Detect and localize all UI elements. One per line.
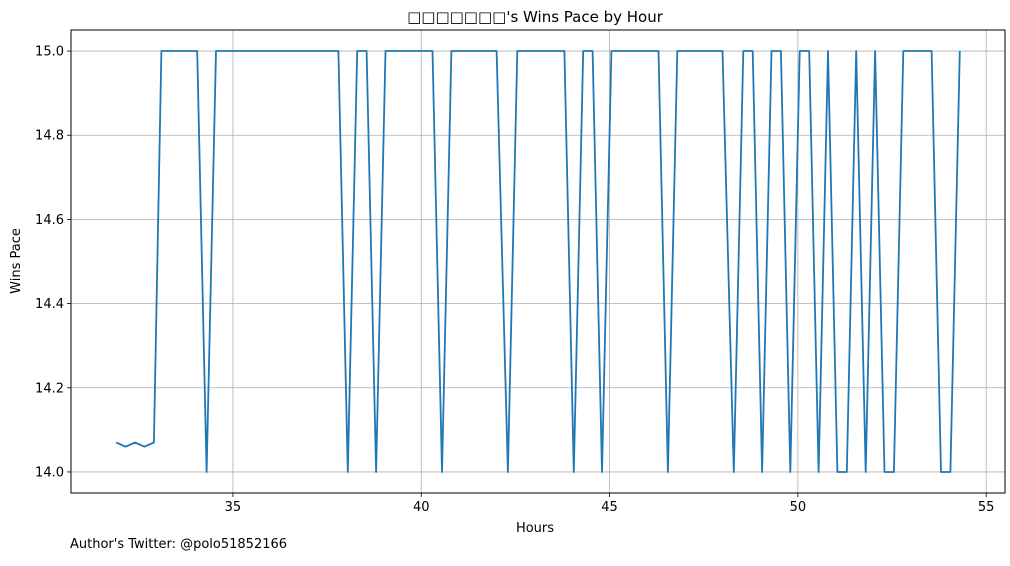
chart-title: □□□□□□□'s Wins Pace by Hour: [407, 8, 664, 26]
y-axis-label: Wins Pace: [9, 228, 24, 294]
author-credit: Author's Twitter: @polo51852166: [70, 537, 288, 552]
y-tick-label: 14.6: [35, 213, 64, 228]
y-tick-label: 14.0: [35, 465, 64, 480]
x-axis-ticks: 35 40 45 50 55: [225, 493, 995, 515]
x-tick-label: 45: [601, 500, 618, 515]
series-layer: [115, 50, 961, 473]
series-line: [115, 50, 961, 473]
y-axis-ticks: 14.0 14.2 14.4 14.6 14.8 15.0: [35, 45, 71, 480]
x-tick-label: 40: [413, 500, 430, 515]
x-tick-label: 55: [978, 500, 995, 515]
y-tick-label: 14.8: [35, 129, 64, 144]
y-tick-label: 14.4: [35, 297, 64, 312]
x-axis-label: Hours: [516, 521, 554, 536]
x-tick-label: 50: [790, 500, 807, 515]
x-tick-label: 35: [225, 500, 242, 515]
y-tick-label: 14.2: [35, 381, 64, 396]
plot-frame: [70, 29, 1006, 494]
y-tick-label: 15.0: [35, 45, 64, 60]
